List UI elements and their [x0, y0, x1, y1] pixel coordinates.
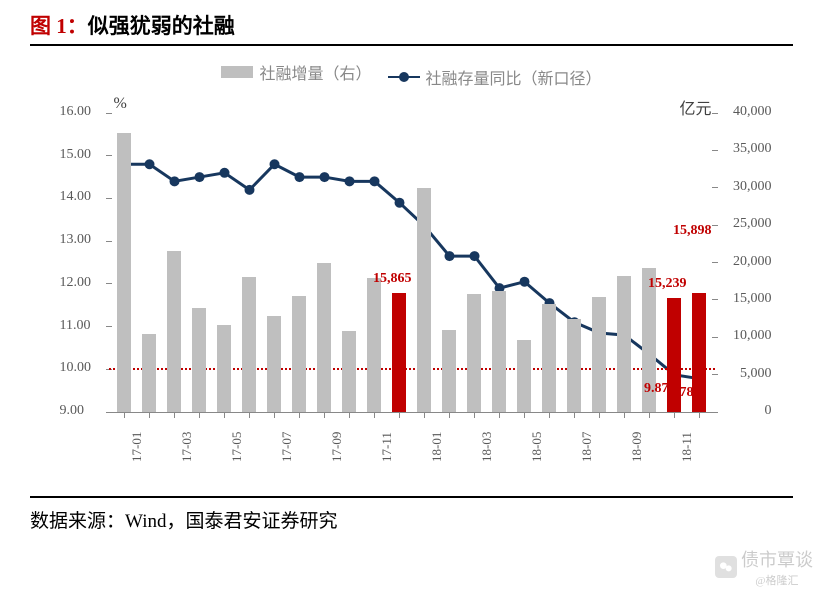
title-prefix: 图 1：: [30, 14, 88, 38]
line-value-label: 9.78: [669, 385, 694, 401]
bar: [517, 340, 531, 412]
bar: [192, 308, 206, 412]
y-right-tick-label: 20,000: [733, 254, 772, 270]
bar: [492, 291, 506, 412]
bar: [317, 263, 331, 413]
y-right-tick-label: 35,000: [733, 141, 772, 157]
bar: [617, 276, 631, 412]
x-tick-label: 18-01: [429, 432, 440, 462]
bar: [342, 331, 356, 412]
bar: [267, 316, 281, 412]
y-right-tick-label: 25,000: [733, 216, 772, 232]
bar: [242, 277, 256, 412]
legend-swatch-bar: [221, 66, 253, 78]
legend-swatch-line: [388, 76, 420, 78]
x-tick-label: 17-07: [279, 432, 290, 462]
line-value-label: 9.87: [644, 381, 669, 397]
source-prefix: 数据来源：: [30, 511, 125, 532]
y-left-tick-label: 16.00: [60, 104, 92, 120]
watermark-main: 债市覃谈: [741, 550, 813, 570]
x-tick-label: 18-09: [629, 432, 640, 462]
x-tick-label: 17-01: [129, 432, 140, 462]
x-tick-label: 18-03: [479, 432, 490, 462]
watermark: 债市覃谈 @格隆汇: [715, 546, 813, 588]
bar: [117, 133, 131, 412]
y-left-tick-label: 11.00: [60, 318, 91, 334]
y-left-tick-label: 13.00: [60, 232, 92, 248]
x-tick-label: 18-11: [679, 432, 690, 462]
bar-value-label: 15,239: [648, 276, 687, 292]
chart: 社融增量（右） 社融存量同比（新口径） % 亿元 15,86515,2399.8…: [22, 52, 802, 492]
bar: [592, 297, 606, 412]
bar-value-label: 15,865: [373, 271, 412, 287]
bar: [217, 325, 231, 412]
bar: [417, 188, 431, 412]
title-rule: [30, 44, 793, 46]
bar: [167, 251, 181, 412]
legend-bar-label: 社融增量（右）: [259, 60, 371, 84]
legend: 社融增量（右） 社融存量同比（新口径）: [22, 52, 802, 93]
legend-bar: 社融增量（右）: [221, 60, 371, 84]
bar-value-label: 15,898: [673, 223, 712, 239]
y-left-tick-label: 14.00: [60, 189, 92, 205]
x-tick-label: 17-05: [229, 432, 240, 462]
bar: [542, 304, 556, 412]
legend-line-label: 社融存量同比（新口径）: [426, 65, 602, 89]
bar: [567, 319, 581, 412]
chart-title-bar: 图 1：似强犹弱的社融: [0, 0, 823, 52]
x-tick-label: 17-11: [379, 432, 390, 462]
y-right-tick-label: 40,000: [733, 104, 772, 120]
y-right-tick-label: 15,000: [733, 291, 772, 307]
unit-left: %: [114, 95, 127, 113]
y-right-tick-label: 5,000: [740, 366, 772, 382]
y-left-tick-label: 10.00: [60, 360, 92, 376]
plot: % 亿元 15,86515,2399.8715,8989.78 9.0010.0…: [22, 93, 802, 473]
wechat-icon: [715, 556, 737, 578]
y-right-tick-label: 30,000: [733, 179, 772, 195]
y-left-tick-label: 12.00: [60, 275, 92, 291]
watermark-sub: @格隆汇: [741, 572, 813, 588]
x-tick-label: 18-07: [579, 432, 590, 462]
bar: [142, 334, 156, 412]
y-right-tick-label: 10,000: [733, 328, 772, 344]
y-right-tick-label: 0: [765, 403, 772, 419]
title-text: 似强犹弱的社融: [88, 14, 235, 38]
bar-highlight: [692, 293, 706, 412]
bar: [442, 330, 456, 412]
bar-highlight: [392, 293, 406, 412]
legend-line: 社融存量同比（新口径）: [388, 65, 602, 89]
x-tick-label: 17-09: [329, 432, 340, 462]
y-left-tick-label: 15.00: [60, 147, 92, 163]
bar: [292, 296, 306, 412]
source-bar: 数据来源：Wind，国泰君安证券研究: [0, 496, 823, 539]
bar: [467, 294, 481, 412]
x-tick-label: 17-03: [179, 432, 190, 462]
y-left-tick-label: 9.00: [60, 403, 85, 419]
plot-area: 15,865 15,239 9.87 15,898 9.78: [112, 113, 712, 413]
bar: [367, 278, 381, 412]
source-rule: [30, 496, 793, 498]
x-tick-label: 18-05: [529, 432, 540, 462]
source-text: Wind，国泰君安证券研究: [125, 511, 337, 532]
